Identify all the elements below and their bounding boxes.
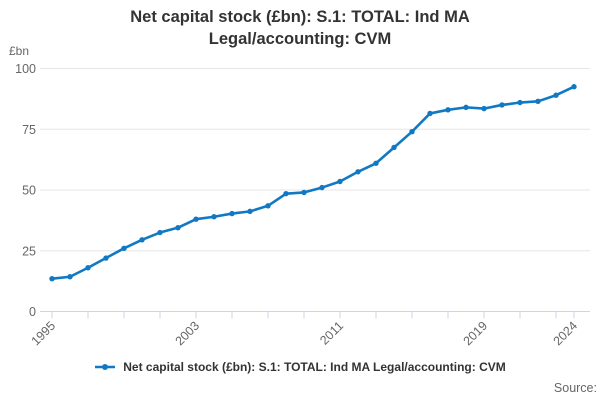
data-point-marker[interactable]: [319, 184, 325, 191]
data-point-marker[interactable]: [103, 255, 109, 261]
data-point-marker[interactable]: [445, 107, 451, 113]
legend-label: Net capital stock (£bn): S.1: TOTAL: Ind…: [123, 360, 506, 374]
data-point-marker[interactable]: [481, 105, 487, 112]
data-point-marker[interactable]: [157, 229, 163, 236]
legend-marker-icon: [95, 364, 116, 370]
data-point-marker[interactable]: [391, 144, 397, 151]
data-point-marker[interactable]: [283, 190, 289, 197]
chart-title: Net capital stock (£bn): S.1: TOTAL: Ind…: [130, 8, 470, 48]
data-point-marker[interactable]: [265, 203, 271, 209]
y-tick-label: 50: [22, 184, 36, 198]
data-point-marker[interactable]: [535, 98, 541, 105]
data-point-marker[interactable]: [517, 99, 523, 106]
data-point-marker[interactable]: [463, 104, 469, 111]
data-point-marker[interactable]: [571, 84, 577, 90]
data-point-marker[interactable]: [211, 214, 217, 220]
x-tick-label: 2003: [173, 319, 203, 349]
data-point-marker[interactable]: [499, 102, 505, 108]
data-point-marker[interactable]: [121, 245, 127, 252]
data-point-marker[interactable]: [337, 178, 343, 185]
data-point-marker[interactable]: [229, 210, 235, 217]
y-tick-label: 100: [15, 62, 36, 76]
legend-item[interactable]: Net capital stock (£bn): S.1: TOTAL: Ind…: [0, 360, 600, 374]
series-line[interactable]: [50, 85, 576, 280]
x-tick-label: 2011: [317, 319, 346, 348]
line-chart: 0 25 50 75 100 1995 2003 2011 2019 2024: [15, 62, 590, 349]
data-point-marker[interactable]: [373, 160, 379, 166]
data-point-marker[interactable]: [553, 92, 559, 98]
data-point-marker[interactable]: [247, 208, 253, 215]
y-axis-unit-label: £bn: [9, 44, 30, 58]
data-point-marker[interactable]: [427, 110, 433, 117]
data-point-marker[interactable]: [139, 237, 145, 243]
data-point-marker[interactable]: [85, 265, 91, 271]
source-label: Source:: [553, 381, 597, 395]
data-point-marker[interactable]: [175, 224, 181, 231]
x-tick-label: 2019: [461, 319, 491, 349]
x-tick-label: 1995: [29, 319, 59, 349]
data-point-marker[interactable]: [409, 128, 415, 135]
y-tick-label: 0: [29, 305, 36, 319]
data-point-marker[interactable]: [355, 169, 361, 175]
x-tick-label: 2024: [551, 319, 581, 349]
data-point-marker[interactable]: [301, 189, 307, 196]
data-point-marker[interactable]: [193, 216, 199, 222]
data-point-marker[interactable]: [67, 274, 73, 280]
y-tick-label: 25: [22, 244, 36, 258]
y-tick-label: 75: [22, 123, 36, 137]
data-point-marker[interactable]: [49, 275, 55, 282]
